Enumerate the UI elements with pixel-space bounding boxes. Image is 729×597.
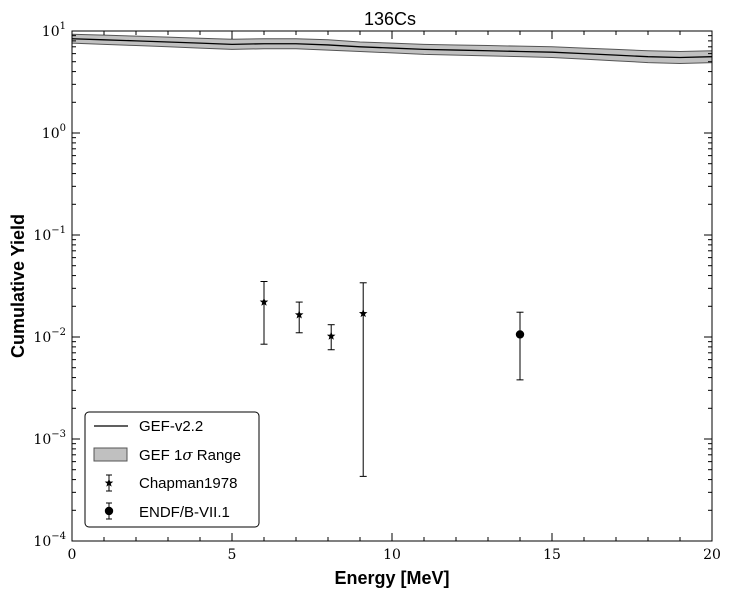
y-tick-base: 10 [33, 228, 51, 244]
legend-chapman-marker [104, 474, 114, 492]
y-tick-exponent: −3 [51, 429, 66, 440]
legend-frame [84, 411, 260, 528]
chapman1978-point-1 [294, 301, 304, 334]
x-tick-label: 10 [383, 547, 401, 563]
chapman1978-point-3 [358, 282, 368, 477]
legend-circle-marker [104, 506, 114, 516]
points-layer [259, 281, 525, 477]
star-marker [358, 308, 368, 318]
star-marker [259, 297, 269, 306]
y-tick-exponent: −2 [51, 327, 66, 338]
y-tick-label: 10−4 [33, 531, 66, 550]
y-tick-label: 100 [42, 123, 66, 142]
legend-swatch-gef-band [93, 447, 128, 462]
chapman1978-point-2 [326, 324, 336, 351]
y-axis-label: Cumulative Yield [8, 214, 28, 358]
y-tick-label: 101 [42, 21, 66, 40]
endf-point-0 [515, 311, 525, 381]
circle-marker [515, 330, 525, 339]
legend-label-gef-range: GEF 1σ Range [139, 446, 241, 464]
legend-label-gef: GEF-v2.2 [139, 418, 203, 435]
y-tick-base: 10 [33, 534, 51, 550]
y-tick-base: 10 [42, 126, 60, 142]
y-tick-exponent: −4 [51, 531, 66, 542]
y-tick-exponent: 1 [60, 21, 66, 32]
legend-label-chapman: Chapman1978 [139, 475, 237, 492]
x-tick-label: 0 [68, 547, 77, 563]
legend-star-marker [104, 478, 114, 487]
gef-line [71, 38, 713, 59]
chart-title: 136Cs [364, 9, 416, 29]
y-tick-label: 10−2 [33, 327, 66, 346]
chapman1978-point-0 [259, 281, 269, 345]
legend-endf-marker [104, 502, 114, 520]
star-marker [294, 310, 304, 319]
x-ticks: 0 5 10 15 20 [68, 31, 721, 563]
y-tick-base: 10 [33, 432, 51, 448]
y-tick-label: 10−3 [33, 429, 66, 448]
y-tick-base: 10 [42, 24, 60, 40]
y-tick-exponent: 0 [60, 123, 66, 134]
x-axis-label: Energy [MeV] [334, 568, 449, 588]
y-tick-label: 10−1 [33, 225, 66, 244]
line-layer [71, 38, 713, 59]
y-tick-base: 10 [33, 330, 51, 346]
y-tick-exponent: −1 [51, 225, 66, 236]
x-tick-label: 20 [703, 547, 721, 563]
x-tick-label: 5 [228, 547, 237, 563]
star-marker [326, 331, 336, 340]
x-tick-label: 15 [543, 547, 561, 563]
legend: GEF-v2.2 GEF 1σ Range Chapman1978 ENDF/B… [84, 411, 260, 528]
legend-label-endf: ENDF/B-VII.1 [139, 504, 230, 521]
